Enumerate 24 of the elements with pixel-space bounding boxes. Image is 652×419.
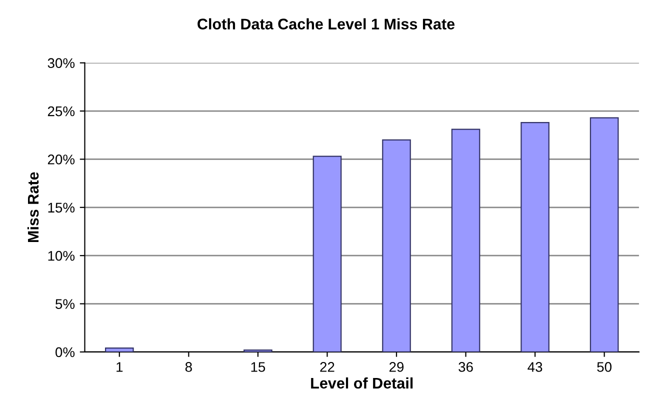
x-tick-label: 1 — [116, 362, 123, 372]
x-tick-label: 43 — [528, 362, 542, 372]
bar — [104, 348, 134, 352]
y-tick-label: 15% — [48, 202, 75, 213]
x-tick-label: 36 — [458, 362, 473, 372]
x-tick-label: 50 — [597, 362, 612, 372]
x-tick-label: 15 — [251, 362, 266, 372]
x-tick-label: 29 — [389, 362, 404, 372]
y-tick-label: 0% — [56, 347, 75, 358]
bar — [382, 139, 411, 352]
bar — [312, 156, 342, 352]
bar — [590, 117, 619, 352]
x-tick-label: 8 — [185, 362, 192, 372]
y-tick-label: 5% — [56, 299, 75, 309]
y-axis-title: Miss Rate — [27, 172, 39, 242]
y-tick-label: 10% — [48, 250, 75, 261]
bar — [451, 128, 480, 352]
y-tick-label: 20% — [48, 154, 75, 164]
x-tick-label: 22 — [320, 362, 334, 372]
x-axis-title: Level of Detail — [311, 377, 413, 389]
y-tick-label: 25% — [48, 106, 75, 116]
y-tick-label: 30% — [48, 58, 75, 68]
chart-title: Cloth Data Cache Level 1 Miss Rate — [198, 18, 455, 30]
bar — [520, 122, 550, 352]
